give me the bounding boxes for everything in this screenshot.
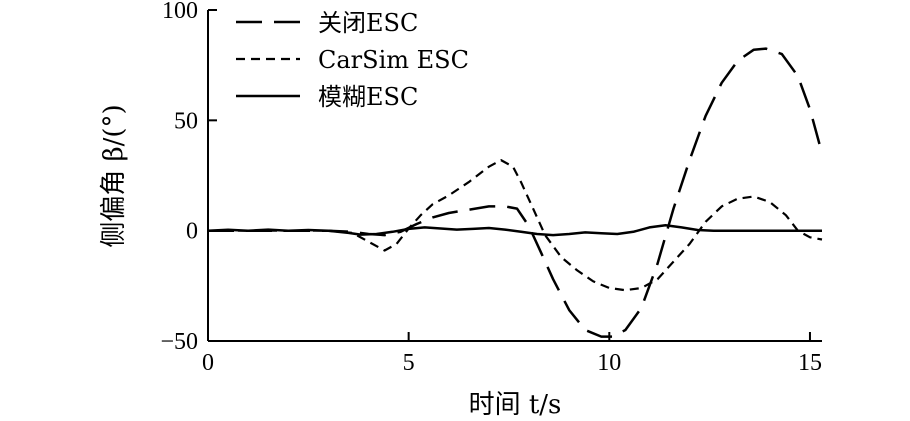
x-tick-label: 10 — [597, 350, 621, 376]
y-ticks: −50 0 50 100 — [160, 0, 217, 355]
x-tick-label: 5 — [403, 350, 415, 376]
x-axis-title: 时间 t/s — [469, 390, 562, 420]
y-axis-title: 侧偏角 β/(°) — [99, 104, 129, 247]
legend-label: 模糊ESC — [318, 83, 418, 111]
x-tick-label: 15 — [798, 350, 822, 376]
x-tick-label: 0 — [202, 350, 214, 376]
y-tick-label: 0 — [186, 219, 198, 245]
legend: 关闭ESC CarSim ESC 模糊ESC — [236, 9, 469, 111]
y-tick-label: −50 — [160, 329, 198, 355]
series-line-1 — [208, 159, 823, 292]
series-line-2 — [207, 223, 822, 237]
y-tick-label: 100 — [162, 0, 198, 24]
series-line-0 — [208, 47, 824, 338]
y-tick-label: 50 — [174, 108, 198, 134]
legend-label: CarSim ESC — [318, 46, 469, 74]
series-layer — [207, 47, 824, 338]
legend-label: 关闭ESC — [318, 9, 418, 37]
x-ticks: 0 5 10 15 — [202, 332, 822, 376]
